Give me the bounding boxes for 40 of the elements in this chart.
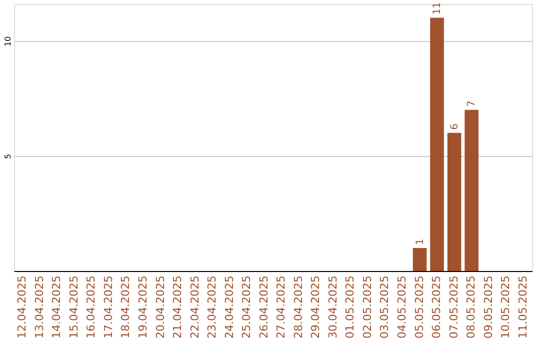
x-tick-label: 03.05.2025	[378, 276, 392, 338]
bar	[447, 132, 462, 271]
x-tick-label: 21.04.2025	[171, 276, 184, 338]
y-tick-label: 5	[4, 154, 12, 159]
x-tick-label: 29.04.2025	[309, 276, 322, 338]
x-tick-label: 17.04.2025	[102, 276, 115, 338]
x-tick-label: 08.05.2025	[464, 276, 478, 338]
x-tick-label: 04.05.2025	[396, 276, 408, 338]
data-label: 1	[414, 238, 426, 245]
bar	[412, 248, 427, 271]
data-label: 7	[466, 100, 478, 107]
x-tick-label: 10.05.2025	[499, 276, 512, 338]
x-tick-label: 30.04.2025	[326, 276, 340, 338]
data-label: 11	[432, 2, 444, 15]
x-tick-label: 12.04.2025	[16, 276, 29, 338]
x-tick-label: 20.04.2025	[154, 276, 167, 338]
x-tick-label: 15.04.2025	[67, 276, 80, 338]
x-tick-label: 14.04.2025	[50, 276, 64, 338]
x-tick-label: 23.04.2025	[206, 276, 219, 338]
x-tick-label: 16.04.2025	[84, 276, 98, 338]
x-tick-label: 27.04.2025	[274, 276, 288, 338]
x-tick-label: 02.05.2025	[360, 276, 374, 338]
x-tick-label: 11.05.2025	[516, 276, 530, 338]
bar	[430, 18, 444, 271]
x-tick-label: 05.05.2025	[412, 276, 426, 338]
x-tick-label: 09.05.2025	[482, 276, 495, 338]
y-tick-label: 10	[4, 36, 12, 46]
x-tick-label: 06.05.2025	[430, 276, 444, 338]
x-tick-label: 22.04.2025	[188, 276, 202, 338]
x-tick-label: 28.04.2025	[292, 276, 305, 338]
bar	[464, 110, 478, 271]
x-tick-label: 07.05.2025	[447, 276, 460, 338]
x-tick-label: 26.04.2025	[257, 276, 270, 338]
x-tick-label: 18.04.2025	[119, 276, 132, 338]
x-tick-label: 13.04.2025	[32, 276, 46, 338]
x-tick-label: 01.05.2025	[344, 276, 357, 338]
x-tick-label: 19.04.2025	[136, 276, 150, 338]
x-tick-label: 25.04.2025	[240, 276, 254, 338]
data-label: 6	[449, 124, 460, 130]
x-tick-label: 24.04.2025	[222, 276, 236, 338]
